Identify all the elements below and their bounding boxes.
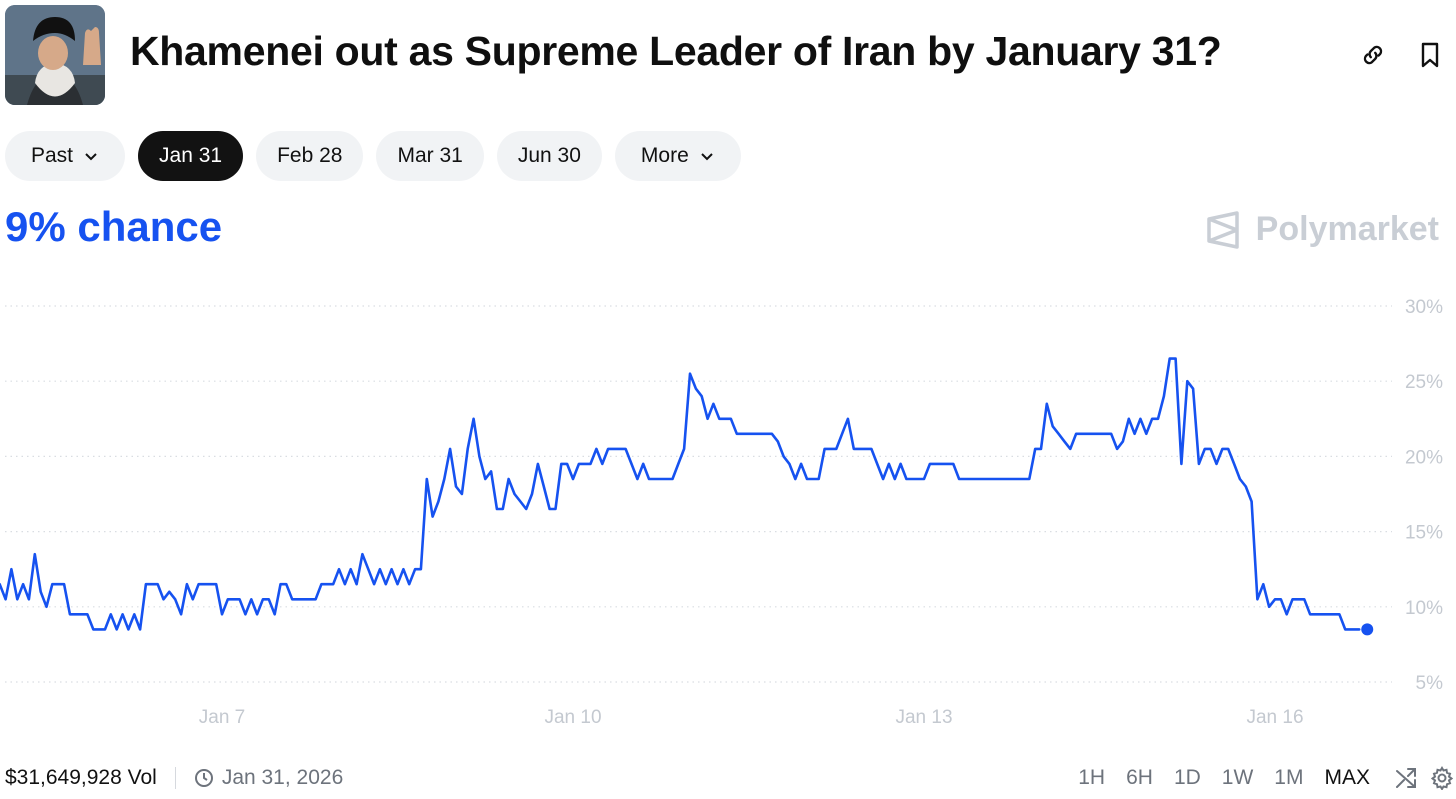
range-max[interactable]: MAX	[1324, 766, 1370, 789]
tab-past[interactable]: Past	[5, 131, 126, 181]
x-tick-label: Jan 10	[544, 707, 601, 728]
x-tick-label: Jan 7	[199, 707, 245, 728]
tab-feb-28-label: Feb 28	[277, 144, 343, 167]
range-1d[interactable]: 1D	[1173, 766, 1201, 789]
tab-more[interactable]: More	[614, 131, 741, 181]
tab-jun-30[interactable]: Jun 30	[496, 131, 602, 181]
market-avatar	[5, 5, 105, 105]
market-footer: $31,649,928 Vol Jan 31, 2026	[5, 766, 343, 790]
polymarket-logo-icon	[1206, 210, 1239, 249]
tab-mar-31[interactable]: Mar 31	[376, 131, 484, 181]
range-1w[interactable]: 1W	[1221, 766, 1254, 789]
range-6h[interactable]: 6H	[1126, 766, 1153, 789]
tab-mar-31-label: Mar 31	[397, 144, 463, 167]
range-1h[interactable]: 1H	[1078, 766, 1106, 789]
end-date: Jan 31, 2026	[194, 766, 343, 790]
range-selector: 1H 6H 1D 1W 1M MAX	[1078, 766, 1456, 790]
price-chart: 5% 10% 15% 20% 25% 30% Jan 7 Jan 10 Jan 13 Jan 16	[0, 297, 1444, 728]
chart-settings-button[interactable]	[1430, 766, 1454, 790]
y-tick-label: 10%	[1405, 598, 1443, 619]
market-title: Khamenei out as Supreme Leader of Iran b…	[130, 28, 1222, 74]
tab-jan-31-label: Jan 31	[159, 144, 223, 167]
brand-name: Polymarket	[1255, 210, 1439, 248]
y-tick-label: 25%	[1405, 372, 1443, 393]
y-tick-label: 20%	[1405, 447, 1443, 468]
tab-jun-30-label: Jun 30	[517, 144, 581, 167]
chevron-down-icon	[701, 153, 713, 161]
range-1m[interactable]: 1M	[1274, 766, 1304, 789]
y-tick-label: 5%	[1416, 673, 1444, 694]
tab-past-label: Past	[31, 144, 74, 167]
tab-more-label: More	[640, 144, 689, 167]
shuffle-icon	[1396, 768, 1416, 788]
volume-label: $31,649,928 Vol	[5, 766, 157, 789]
divider	[174, 767, 176, 789]
y-tick-label: 15%	[1405, 523, 1443, 544]
shuffle-button[interactable]	[1394, 766, 1418, 790]
copy-link-button[interactable]	[1356, 38, 1390, 72]
date-tabs: Past Jan 31 Feb 28 Mar 31 Jun 30 More	[5, 131, 741, 181]
chevron-down-icon	[85, 153, 97, 161]
tab-feb-28[interactable]: Feb 28	[256, 131, 364, 181]
tab-jan-31[interactable]: Jan 31	[138, 131, 244, 181]
clock-icon	[194, 769, 213, 787]
link-icon	[1363, 45, 1383, 65]
series-line	[0, 357, 1361, 631]
chance-value: 9% chance	[5, 203, 223, 250]
brand-watermark: Polymarket	[1206, 210, 1439, 249]
bookmark-button[interactable]	[1413, 38, 1447, 72]
gear-icon	[1430, 766, 1454, 790]
last-point-marker	[1361, 623, 1374, 636]
end-date-label: Jan 31, 2026	[221, 766, 344, 789]
bookmark-icon	[1421, 42, 1439, 68]
x-tick-label: Jan 13	[895, 707, 952, 728]
portrait-image	[5, 5, 105, 105]
x-tick-label: Jan 16	[1246, 707, 1303, 728]
y-tick-label: 30%	[1405, 297, 1443, 318]
